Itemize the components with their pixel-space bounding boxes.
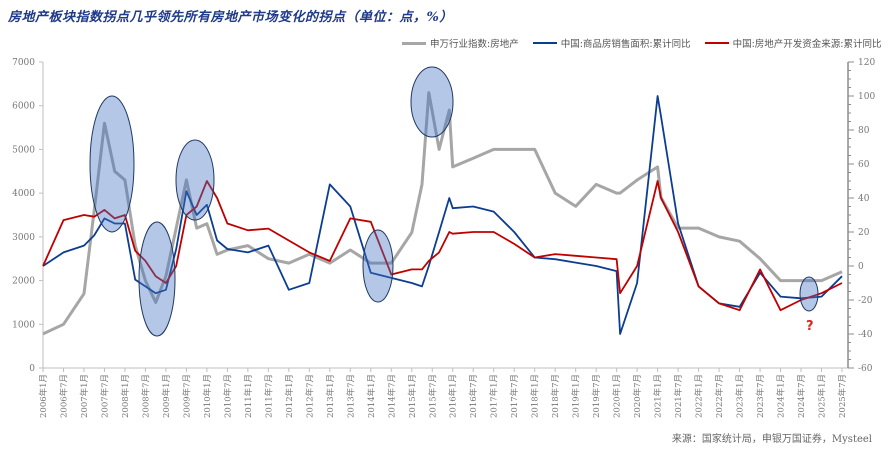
chart-title: 房地产板块指数拐点几乎领先所有房地产市场变化的拐点（单位：点，%） [8,10,453,25]
left-tick-label: 3000 [12,233,35,243]
series-line-0 [42,91,843,336]
highlight-ellipse [410,66,454,138]
x-tick-label: 2017年7月 [509,374,520,418]
right-tick-label: -40 [858,330,873,340]
legend-label: 中国:商品房销售面积:累计同比 [560,39,691,50]
x-tick-label: 2016年1月 [448,374,459,418]
series-line-1 [42,95,843,335]
x-tick-label: 2018年1月 [530,374,541,418]
x-tick-label: 2011年1月 [243,374,254,418]
x-tick-label: 2011年7月 [263,374,274,418]
x-tick-label: 2016年7月 [468,374,479,418]
left-tick-label: 6000 [12,102,35,112]
x-tick-label: 2012年1月 [284,374,295,418]
source-note: 来源：国家统计局，申银万国证券，Mysteel [671,434,872,445]
x-tick-label: 2014年7月 [386,374,397,418]
legend-item-sw-index: 申万行业指数:房地产 [402,36,519,50]
x-tick-label: 2020年7月 [632,374,643,418]
x-tick-label: 2021年1月 [653,374,664,418]
x-tick-label: 2021年7月 [673,374,684,418]
right-tick-label: 20 [858,228,870,238]
legend-swatch-blue [532,42,557,44]
legend-label: 申万行业指数:房地产 [430,39,519,50]
highlight-ellipse [175,139,215,221]
x-tick-label: 2014年1月 [366,374,377,418]
x-tick-label: 2024年7月 [796,374,807,418]
highlight-ellipse [89,95,135,233]
legend-label: 中国:房地产开发资金来源:累计同比 [732,39,882,50]
x-tick-label: 2020年1月 [612,374,623,418]
left-tick-label: 2000 [12,277,35,287]
x-tick-label: 2015年1月 [407,374,418,418]
x-tick-label: 2015年7月 [427,374,438,418]
left-tick-label: 7000 [12,58,35,68]
highlight-ellipse [138,221,176,337]
question-mark-annotation: ? [806,319,814,334]
x-tick-label: 2024年1月 [776,374,787,418]
x-tick-label: 2013年1月 [325,374,336,418]
legend-swatch-gray [402,41,426,45]
x-tick-label: 2018年7月 [550,374,561,418]
right-tick-label: 40 [858,194,870,204]
chart-legend: 申万行业指数:房地产 中国:商品房销售面积:累计同比 中国:房地产开发资金来源:… [402,36,882,50]
x-tick-label: 2025年7月 [837,374,848,418]
x-tick-label: 2008年7月 [140,374,151,418]
legend-item-sales-area: 中国:商品房销售面积:累计同比 [532,36,691,50]
legend-swatch-red [704,42,729,44]
x-tick-label: 2010年1月 [202,374,213,418]
x-tick-label: 2007年7月 [99,374,110,418]
x-tick-label: 2009年1月 [161,374,172,418]
right-tick-label: 100 [858,92,875,102]
x-tick-label: 2012年7月 [304,374,315,418]
x-tick-label: 2022年7月 [714,374,725,418]
x-tick-label: 2019年1月 [571,374,582,418]
left-tick-label: 1000 [12,320,35,330]
x-tick-label: 2013年7月 [345,374,356,418]
series-line-2 [42,180,843,312]
legend-item-funding: 中国:房地产开发资金来源:累计同比 [704,36,882,50]
right-tick-label: 120 [858,58,875,68]
highlight-ellipse [362,229,394,303]
x-tick-label: 2009年7月 [181,374,192,418]
x-tick-label: 2022年1月 [694,374,705,418]
right-tick-label: -20 [858,296,873,306]
left-tick-label: 5000 [12,145,35,155]
right-tick-label: 60 [858,160,870,170]
right-tick-label: 0 [858,262,864,272]
x-tick-label: 2023年7月 [755,374,766,418]
right-tick-label: -60 [858,364,873,374]
left-tick-label: 4000 [12,189,35,199]
x-tick-label: 2008年1月 [120,374,131,418]
right-tick-label: 80 [858,126,870,136]
x-tick-label: 2010年7月 [222,374,233,418]
x-tick-label: 2006年7月 [58,374,69,418]
x-tick-label: 2019年7月 [591,374,602,418]
x-tick-label: 2007年1月 [79,374,90,418]
x-tick-label: 2017年1月 [489,374,500,418]
left-tick-label: 0 [29,364,35,374]
x-tick-label: 2006年1月 [38,374,49,418]
highlight-ellipse [799,276,819,312]
x-tick-label: 2023年1月 [735,374,746,418]
x-tick-label: 2025年1月 [817,374,828,418]
